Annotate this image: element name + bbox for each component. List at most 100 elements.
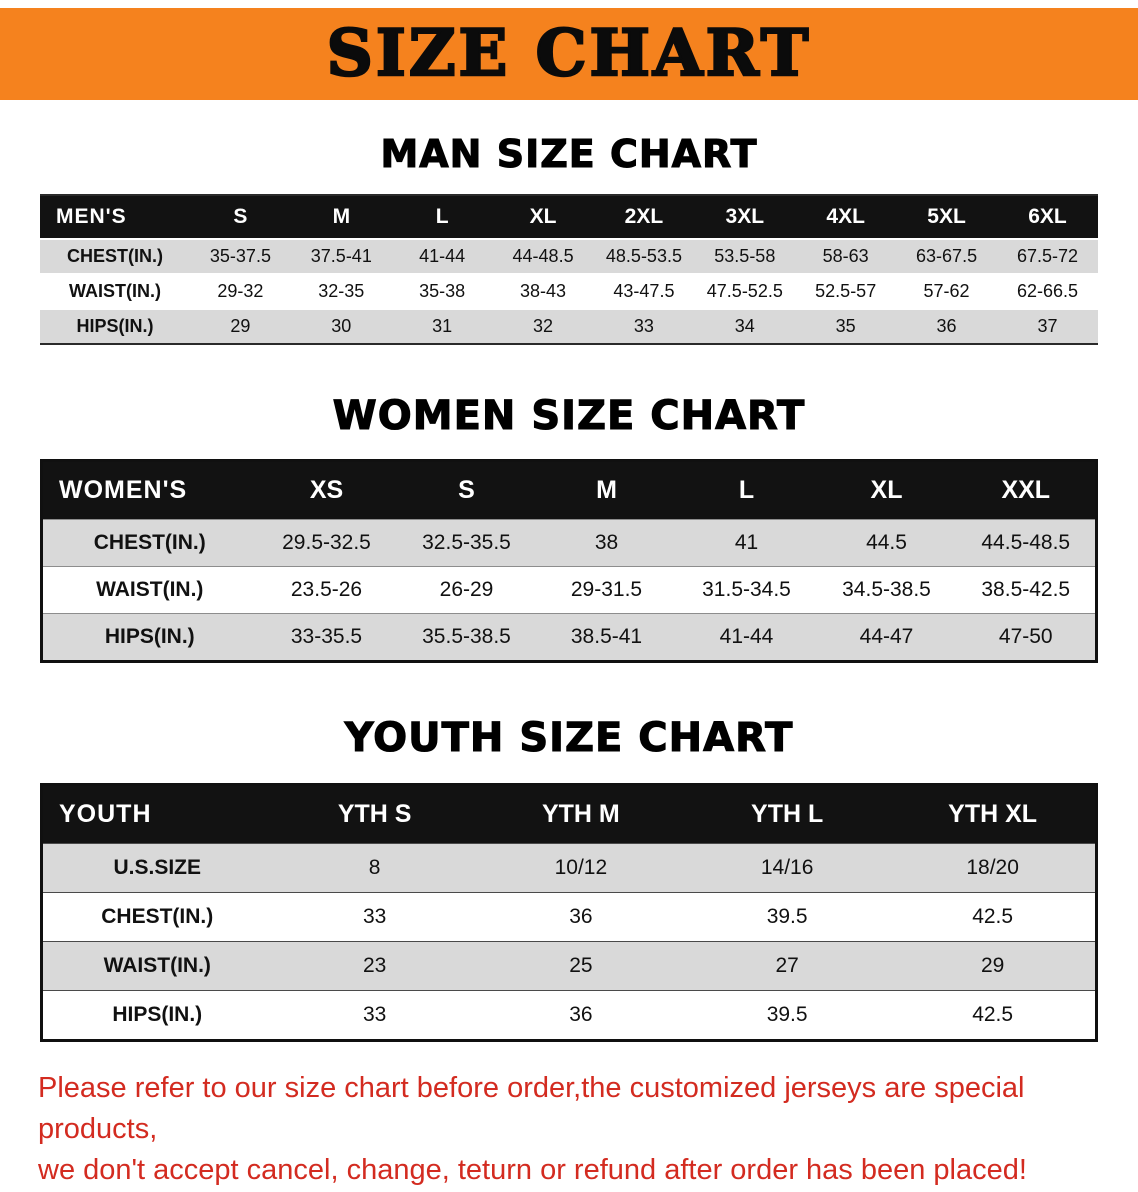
men-header-row: MEN'S S M L XL 2XL 3XL 4XL 5XL 6XL bbox=[40, 195, 1098, 239]
men-size-value: 35-37.5 bbox=[190, 238, 291, 274]
women-size-value: 23.5-26 bbox=[256, 566, 397, 614]
men-size-value: 36 bbox=[896, 308, 997, 344]
men-row-label: HIPS(IN.) bbox=[40, 308, 190, 344]
men-data-row: CHEST(IN.) 35-37.5 37.5-41 41-44 44-48.5 48.5… bbox=[40, 238, 1098, 274]
youth-column-header: YTH XL bbox=[890, 784, 1097, 844]
men-size-value: 35 bbox=[795, 308, 897, 344]
women-size-value: 44-47 bbox=[816, 613, 957, 662]
youth-size-value: 36 bbox=[477, 892, 684, 942]
men-column-header: XL bbox=[492, 195, 594, 239]
men-size-value: 30 bbox=[290, 308, 392, 344]
disclaimer-line-2: we don't accept cancel, change, teturn o… bbox=[38, 1154, 1027, 1187]
youth-size-table: YOUTH YTH S YTH M YTH L YTH XL U.S.SIZE 8 10/12… bbox=[40, 783, 1098, 1042]
women-row-label: CHEST(IN.) bbox=[41, 519, 257, 567]
men-size-value: 57-62 bbox=[896, 273, 997, 309]
women-column-header: L bbox=[676, 460, 817, 520]
women-row-label: HIPS(IN.) bbox=[41, 613, 257, 662]
men-size-value: 34 bbox=[694, 308, 796, 344]
men-column-header: 6XL bbox=[997, 195, 1098, 239]
women-size-value: 38.5-42.5 bbox=[956, 566, 1097, 614]
men-size-value: 37.5-41 bbox=[290, 238, 392, 274]
women-column-header: XS bbox=[256, 460, 397, 520]
youth-size-value: 36 bbox=[477, 990, 684, 1041]
man-size-chart-section: MAN SIZE CHART MEN'S S M L XL 2XL 3XL 4XL 5XL 6XL… bbox=[0, 100, 1138, 345]
men-size-value: 35-38 bbox=[391, 273, 493, 309]
youth-header-label: YOUTH bbox=[41, 784, 272, 844]
youth-size-value: 8 bbox=[271, 843, 478, 893]
women-size-value: 41 bbox=[676, 519, 817, 567]
men-size-value: 44-48.5 bbox=[492, 238, 594, 274]
man-size-table: MEN'S S M L XL 2XL 3XL 4XL 5XL 6XL CHEST(IN.) 35-37… bbox=[40, 194, 1098, 345]
men-row-label: WAIST(IN.) bbox=[40, 273, 190, 309]
youth-data-row: WAIST(IN.) 23 25 27 29 bbox=[41, 941, 1097, 991]
women-column-header: XXL bbox=[956, 460, 1097, 520]
men-data-row: WAIST(IN.) 29-32 32-35 35-38 38-43 43-47.5 47.… bbox=[40, 273, 1098, 309]
men-size-value: 67.5-72 bbox=[997, 238, 1098, 274]
men-row-label: CHEST(IN.) bbox=[40, 238, 190, 274]
youth-size-chart-heading: YOUTH SIZE CHART bbox=[344, 714, 794, 761]
youth-column-header: YTH L bbox=[684, 784, 891, 844]
youth-size-value: 42.5 bbox=[890, 892, 1097, 942]
women-column-header: XL bbox=[816, 460, 957, 520]
men-size-value: 32-35 bbox=[290, 273, 392, 309]
men-column-header: 4XL bbox=[795, 195, 897, 239]
women-size-value: 44.5 bbox=[816, 519, 957, 567]
men-size-value: 48.5-53.5 bbox=[593, 238, 695, 274]
women-size-value: 31.5-34.5 bbox=[676, 566, 817, 614]
women-header-row: WOMEN'S XS S M L XL XXL bbox=[41, 460, 1097, 520]
men-size-value: 33 bbox=[593, 308, 695, 344]
men-column-header: S bbox=[190, 195, 291, 239]
men-column-header: 2XL bbox=[593, 195, 695, 239]
youth-header-row: YOUTH YTH S YTH M YTH L YTH XL bbox=[41, 784, 1097, 844]
disclaimer-line-1: Please refer to our size chart before or… bbox=[38, 1072, 1025, 1146]
youth-row-label: WAIST(IN.) bbox=[41, 941, 272, 991]
women-size-value: 41-44 bbox=[676, 613, 817, 662]
men-size-value: 63-67.5 bbox=[896, 238, 997, 274]
youth-column-header: YTH M bbox=[477, 784, 684, 844]
youth-data-row: CHEST(IN.) 33 36 39.5 42.5 bbox=[41, 892, 1097, 942]
women-data-row: WAIST(IN.) 23.5-26 26-29 29-31.5 31.5-34.5 34… bbox=[41, 566, 1097, 614]
youth-size-value: 25 bbox=[477, 941, 684, 991]
men-size-value: 47.5-52.5 bbox=[694, 273, 796, 309]
men-column-header: L bbox=[391, 195, 493, 239]
men-size-value: 31 bbox=[391, 308, 493, 344]
youth-size-value: 33 bbox=[271, 892, 478, 942]
women-row-label: WAIST(IN.) bbox=[41, 566, 257, 614]
women-size-table: WOMEN'S XS S M L XL XXL CHEST(IN.) 29.5-32.5 32.5… bbox=[40, 459, 1098, 663]
women-size-value: 44.5-48.5 bbox=[956, 519, 1097, 567]
women-data-row: HIPS(IN.) 33-35.5 35.5-38.5 38.5-41 41-44 44-… bbox=[41, 613, 1097, 662]
men-size-value: 53.5-58 bbox=[694, 238, 796, 274]
men-header-label: MEN'S bbox=[40, 195, 190, 239]
man-size-chart-heading: MAN SIZE CHART bbox=[380, 131, 758, 176]
men-size-value: 62-66.5 bbox=[997, 273, 1098, 309]
women-size-chart-heading: WOMEN SIZE CHART bbox=[332, 392, 806, 439]
women-size-value: 29-31.5 bbox=[536, 566, 677, 614]
youth-data-row: U.S.SIZE 8 10/12 14/16 18/20 bbox=[41, 843, 1097, 893]
youth-size-value: 33 bbox=[271, 990, 478, 1041]
youth-data-row: HIPS(IN.) 33 36 39.5 42.5 bbox=[41, 990, 1097, 1041]
women-size-value: 29.5-32.5 bbox=[256, 519, 397, 567]
men-column-header: 5XL bbox=[896, 195, 997, 239]
women-size-value: 38 bbox=[536, 519, 677, 567]
youth-size-value: 42.5 bbox=[890, 990, 1097, 1041]
youth-size-value: 10/12 bbox=[477, 843, 684, 893]
youth-row-label: HIPS(IN.) bbox=[41, 990, 272, 1041]
youth-size-value: 39.5 bbox=[684, 990, 891, 1041]
men-size-value: 32 bbox=[492, 308, 594, 344]
youth-size-value: 18/20 bbox=[890, 843, 1097, 893]
men-size-value: 37 bbox=[997, 308, 1098, 344]
men-size-value: 29 bbox=[190, 308, 291, 344]
women-size-value: 26-29 bbox=[396, 566, 537, 614]
youth-row-label: U.S.SIZE bbox=[41, 843, 272, 893]
men-size-value: 52.5-57 bbox=[795, 273, 897, 309]
women-header-label: WOMEN'S bbox=[41, 460, 257, 520]
men-data-row: HIPS(IN.) 29 30 31 32 33 34 35 36 37 bbox=[40, 308, 1098, 344]
men-size-value: 29-32 bbox=[190, 273, 291, 309]
men-size-value: 38-43 bbox=[492, 273, 594, 309]
women-data-row: CHEST(IN.) 29.5-32.5 32.5-35.5 38 41 44.5 44.5… bbox=[41, 519, 1097, 567]
women-size-value: 35.5-38.5 bbox=[396, 613, 537, 662]
women-size-value: 32.5-35.5 bbox=[396, 519, 537, 567]
order-disclaimer: Please refer to our size chart before or… bbox=[0, 1068, 1138, 1192]
women-size-value: 34.5-38.5 bbox=[816, 566, 957, 614]
men-column-header: 3XL bbox=[694, 195, 796, 239]
